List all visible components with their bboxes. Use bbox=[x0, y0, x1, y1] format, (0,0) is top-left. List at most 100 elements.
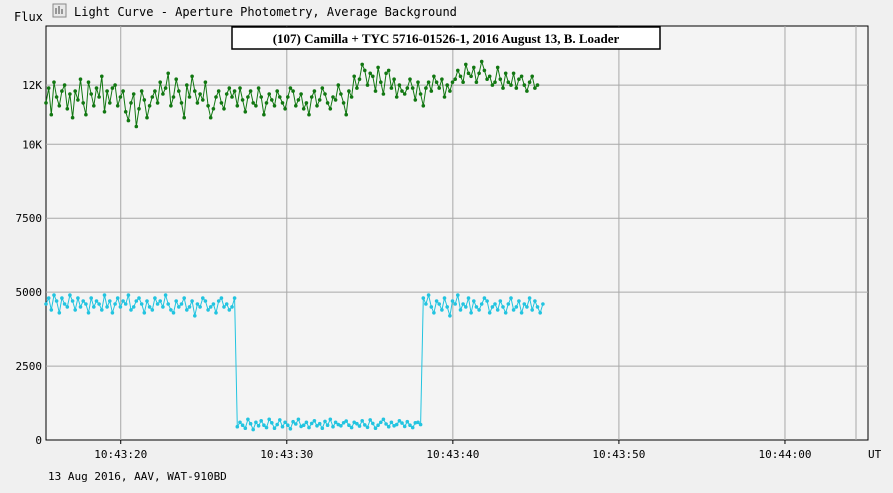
chart-icon bbox=[52, 3, 67, 18]
data-point bbox=[394, 95, 399, 99]
data-point bbox=[511, 308, 516, 312]
data-point bbox=[304, 420, 309, 425]
data-point bbox=[224, 92, 229, 96]
data-point bbox=[60, 89, 64, 93]
data-point bbox=[129, 101, 133, 105]
data-point bbox=[227, 308, 232, 312]
data-point bbox=[429, 89, 434, 93]
data-point bbox=[248, 421, 253, 426]
data-point bbox=[240, 98, 245, 102]
data-point bbox=[538, 311, 542, 315]
data-point bbox=[206, 308, 210, 312]
data-point bbox=[275, 89, 280, 93]
data-point bbox=[52, 80, 56, 84]
data-point bbox=[238, 86, 242, 90]
data-point bbox=[325, 101, 330, 105]
data-point bbox=[54, 95, 59, 99]
data-point bbox=[108, 101, 112, 105]
data-point bbox=[270, 421, 274, 425]
data-point bbox=[453, 77, 458, 81]
data-point bbox=[413, 421, 418, 425]
data-point bbox=[288, 86, 293, 90]
data-point bbox=[272, 104, 277, 108]
data-point bbox=[519, 74, 524, 79]
data-point bbox=[501, 86, 505, 90]
x-tick-label: 10:43:20 bbox=[94, 448, 147, 461]
data-point bbox=[94, 299, 99, 303]
data-point bbox=[62, 83, 67, 87]
data-point bbox=[535, 305, 540, 309]
data-point bbox=[246, 95, 250, 99]
data-point bbox=[365, 425, 370, 430]
data-point bbox=[259, 95, 264, 99]
data-point bbox=[477, 308, 481, 312]
data-point bbox=[118, 95, 123, 99]
data-point bbox=[219, 101, 224, 105]
data-point bbox=[275, 422, 280, 427]
data-point bbox=[315, 104, 319, 108]
data-point bbox=[177, 89, 181, 93]
data-point bbox=[158, 299, 162, 303]
data-point bbox=[490, 83, 495, 87]
data-point bbox=[437, 302, 442, 306]
data-point bbox=[193, 89, 197, 93]
data-point bbox=[477, 71, 481, 76]
chart-title-box: (107) Camilla + TYC 5716-01526-1, 2016 A… bbox=[231, 26, 661, 50]
data-point bbox=[137, 296, 141, 300]
data-point bbox=[312, 89, 317, 93]
data-point bbox=[371, 421, 375, 426]
data-point bbox=[525, 89, 529, 93]
data-point bbox=[487, 74, 492, 79]
data-point bbox=[464, 305, 468, 309]
data-point bbox=[134, 124, 139, 129]
data-point bbox=[214, 311, 218, 315]
data-point bbox=[262, 112, 266, 117]
data-point bbox=[129, 308, 133, 312]
data-point bbox=[251, 427, 255, 432]
data-point bbox=[115, 104, 120, 108]
data-point bbox=[397, 83, 402, 87]
data-point bbox=[278, 418, 282, 422]
data-point bbox=[123, 110, 128, 114]
data-point bbox=[179, 302, 184, 306]
plot-area bbox=[45, 25, 869, 441]
data-point bbox=[54, 299, 59, 303]
data-point bbox=[198, 92, 202, 96]
data-point bbox=[73, 89, 77, 93]
data-point bbox=[458, 74, 463, 79]
data-point bbox=[341, 101, 346, 105]
data-point bbox=[174, 299, 178, 303]
data-point bbox=[155, 101, 160, 105]
data-point bbox=[323, 92, 327, 96]
data-point bbox=[286, 95, 290, 99]
data-point bbox=[256, 424, 261, 428]
data-point bbox=[179, 101, 184, 105]
data-point bbox=[344, 419, 349, 423]
data-point bbox=[259, 419, 264, 423]
data-point bbox=[541, 302, 545, 306]
data-point bbox=[222, 305, 226, 309]
data-point bbox=[89, 296, 93, 300]
data-point bbox=[514, 305, 519, 309]
data-point bbox=[450, 80, 455, 84]
data-point bbox=[150, 95, 155, 99]
data-point bbox=[317, 98, 322, 102]
data-point bbox=[405, 419, 410, 424]
data-point bbox=[211, 302, 216, 306]
data-point bbox=[331, 95, 335, 99]
data-point bbox=[434, 80, 439, 84]
data-point bbox=[76, 98, 80, 102]
data-point bbox=[331, 424, 335, 429]
data-point bbox=[254, 104, 258, 108]
data-point bbox=[68, 92, 72, 96]
data-point bbox=[65, 107, 70, 111]
data-point bbox=[291, 89, 295, 93]
data-point bbox=[410, 86, 415, 90]
window-title: Light Curve - Aperture Photometry, Avera… bbox=[74, 5, 457, 19]
data-point bbox=[408, 423, 412, 428]
data-point bbox=[381, 417, 386, 422]
data-point bbox=[214, 95, 218, 99]
data-point bbox=[506, 302, 511, 306]
data-point bbox=[456, 68, 460, 73]
data-point bbox=[105, 89, 109, 93]
